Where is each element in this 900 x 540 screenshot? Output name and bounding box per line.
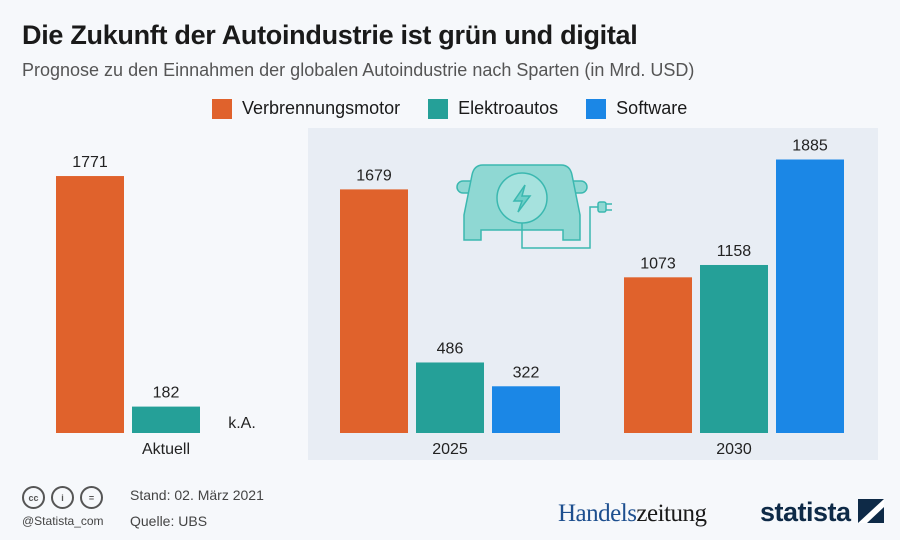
missing-label: k.A.	[228, 415, 256, 432]
logo-text: statista	[760, 497, 851, 527]
data-label: 1771	[72, 154, 108, 171]
legend-swatch	[428, 98, 449, 119]
data-label: 1073	[640, 255, 676, 272]
data-label: 182	[153, 385, 180, 402]
data-label: 1885	[792, 138, 828, 155]
bar	[416, 362, 484, 433]
date-note: Stand: 02. März 2021	[130, 487, 264, 503]
bar	[776, 159, 844, 433]
legend-item: Software	[586, 98, 687, 119]
statista-handle[interactable]: @Statista_com	[22, 514, 104, 528]
license-icons: cc i =	[22, 486, 103, 509]
data-label: 322	[513, 364, 540, 381]
statista-mark-icon	[857, 499, 884, 523]
category-label: 2030	[716, 441, 752, 458]
by-icon: i	[51, 486, 74, 509]
data-label: 1158	[717, 243, 752, 260]
data-label: 1679	[356, 167, 392, 184]
bar	[132, 406, 200, 433]
statista-logo: statista	[760, 497, 884, 528]
electric-car-icon	[456, 164, 612, 249]
bar	[340, 189, 408, 433]
legend-label: Verbrennungsmotor	[242, 98, 401, 118]
handelszeitung-logo: Handelszeitung	[558, 500, 707, 528]
source-note: Quelle: UBS	[130, 513, 208, 529]
legend-item: Verbrennungsmotor	[212, 98, 400, 119]
legend-label: Elektroautos	[458, 98, 559, 118]
legend-label: Software	[616, 98, 688, 118]
bar	[700, 264, 768, 433]
category-label: Aktuell	[142, 441, 190, 458]
legend: Verbrennungsmotor Elektroautos Software	[212, 98, 687, 119]
legend-swatch	[586, 98, 607, 119]
bar	[624, 277, 692, 433]
logo-part: Handels	[558, 500, 637, 527]
logo-part: zeitung	[636, 500, 707, 527]
data-label: 486	[437, 340, 464, 357]
chart-title: Die Zukunft der Autoindustrie ist grün u…	[22, 20, 638, 50]
legend-swatch	[212, 98, 232, 119]
legend-item: Elektroautos	[428, 98, 558, 119]
chart-subtitle: Prognose zu den Einnahmen der globalen A…	[22, 60, 695, 80]
bar	[492, 386, 560, 433]
bar	[56, 176, 124, 433]
category-label: 2025	[432, 441, 468, 458]
cc-icon: cc	[22, 486, 45, 509]
nd-icon: =	[80, 486, 103, 509]
